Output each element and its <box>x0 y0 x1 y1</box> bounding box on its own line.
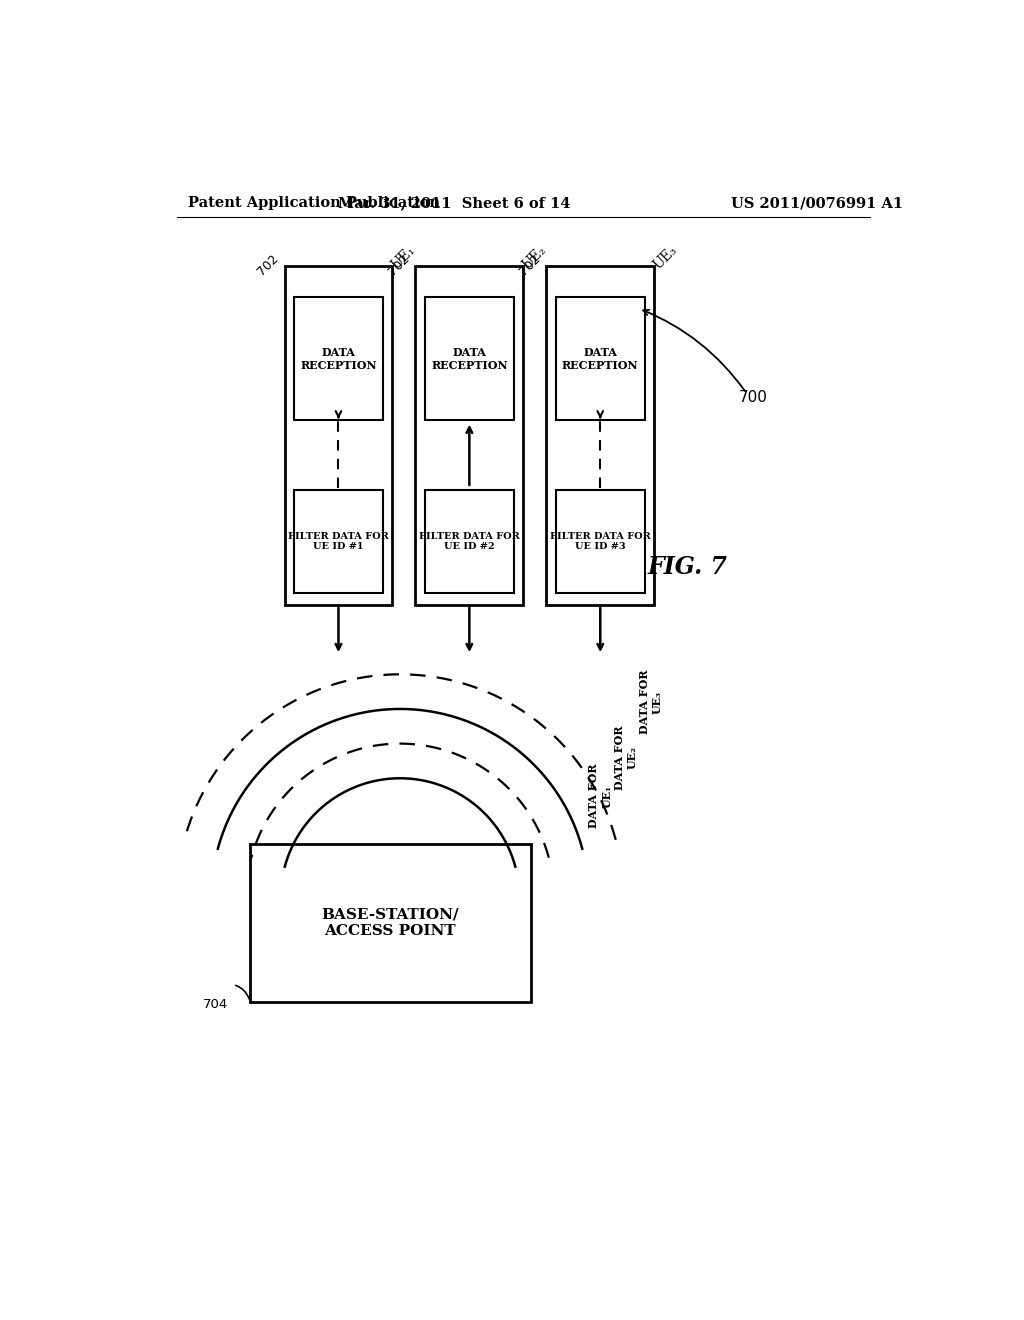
Text: UE₂: UE₂ <box>519 243 549 272</box>
Text: DATA
RECEPTION: DATA RECEPTION <box>431 347 508 371</box>
FancyBboxPatch shape <box>294 490 383 594</box>
Text: 704: 704 <box>203 998 228 1011</box>
Text: 702: 702 <box>255 252 282 277</box>
FancyBboxPatch shape <box>294 297 383 420</box>
Text: UE₃: UE₃ <box>650 243 680 272</box>
Text: 700: 700 <box>739 389 768 405</box>
Text: 702: 702 <box>386 252 413 277</box>
Text: DATA FOR
UE₂: DATA FOR UE₂ <box>613 725 638 789</box>
Text: FILTER DATA FOR
UE ID #1: FILTER DATA FOR UE ID #1 <box>288 532 389 552</box>
FancyBboxPatch shape <box>250 843 531 1002</box>
Text: UE₁: UE₁ <box>388 243 418 272</box>
FancyBboxPatch shape <box>285 267 392 605</box>
Text: 702: 702 <box>517 252 544 277</box>
FancyBboxPatch shape <box>416 267 523 605</box>
Text: Mar. 31, 2011  Sheet 6 of 14: Mar. 31, 2011 Sheet 6 of 14 <box>338 197 570 210</box>
Text: Patent Application Publication: Patent Application Publication <box>188 197 440 210</box>
FancyBboxPatch shape <box>556 490 645 594</box>
Text: DATA
RECEPTION: DATA RECEPTION <box>300 347 377 371</box>
Text: DATA
RECEPTION: DATA RECEPTION <box>562 347 639 371</box>
Text: DATA FOR
UE₃: DATA FOR UE₃ <box>639 669 663 734</box>
Text: FIG. 7: FIG. 7 <box>648 554 728 578</box>
Text: FILTER DATA FOR
UE ID #3: FILTER DATA FOR UE ID #3 <box>550 532 650 552</box>
Text: FILTER DATA FOR
UE ID #2: FILTER DATA FOR UE ID #2 <box>419 532 520 552</box>
FancyBboxPatch shape <box>425 297 514 420</box>
FancyBboxPatch shape <box>547 267 654 605</box>
FancyBboxPatch shape <box>556 297 645 420</box>
Text: BASE-STATION/
ACCESS POINT: BASE-STATION/ ACCESS POINT <box>322 908 459 937</box>
FancyBboxPatch shape <box>425 490 514 594</box>
Text: US 2011/0076991 A1: US 2011/0076991 A1 <box>731 197 903 210</box>
Text: DATA FOR
UE₁: DATA FOR UE₁ <box>589 764 612 829</box>
